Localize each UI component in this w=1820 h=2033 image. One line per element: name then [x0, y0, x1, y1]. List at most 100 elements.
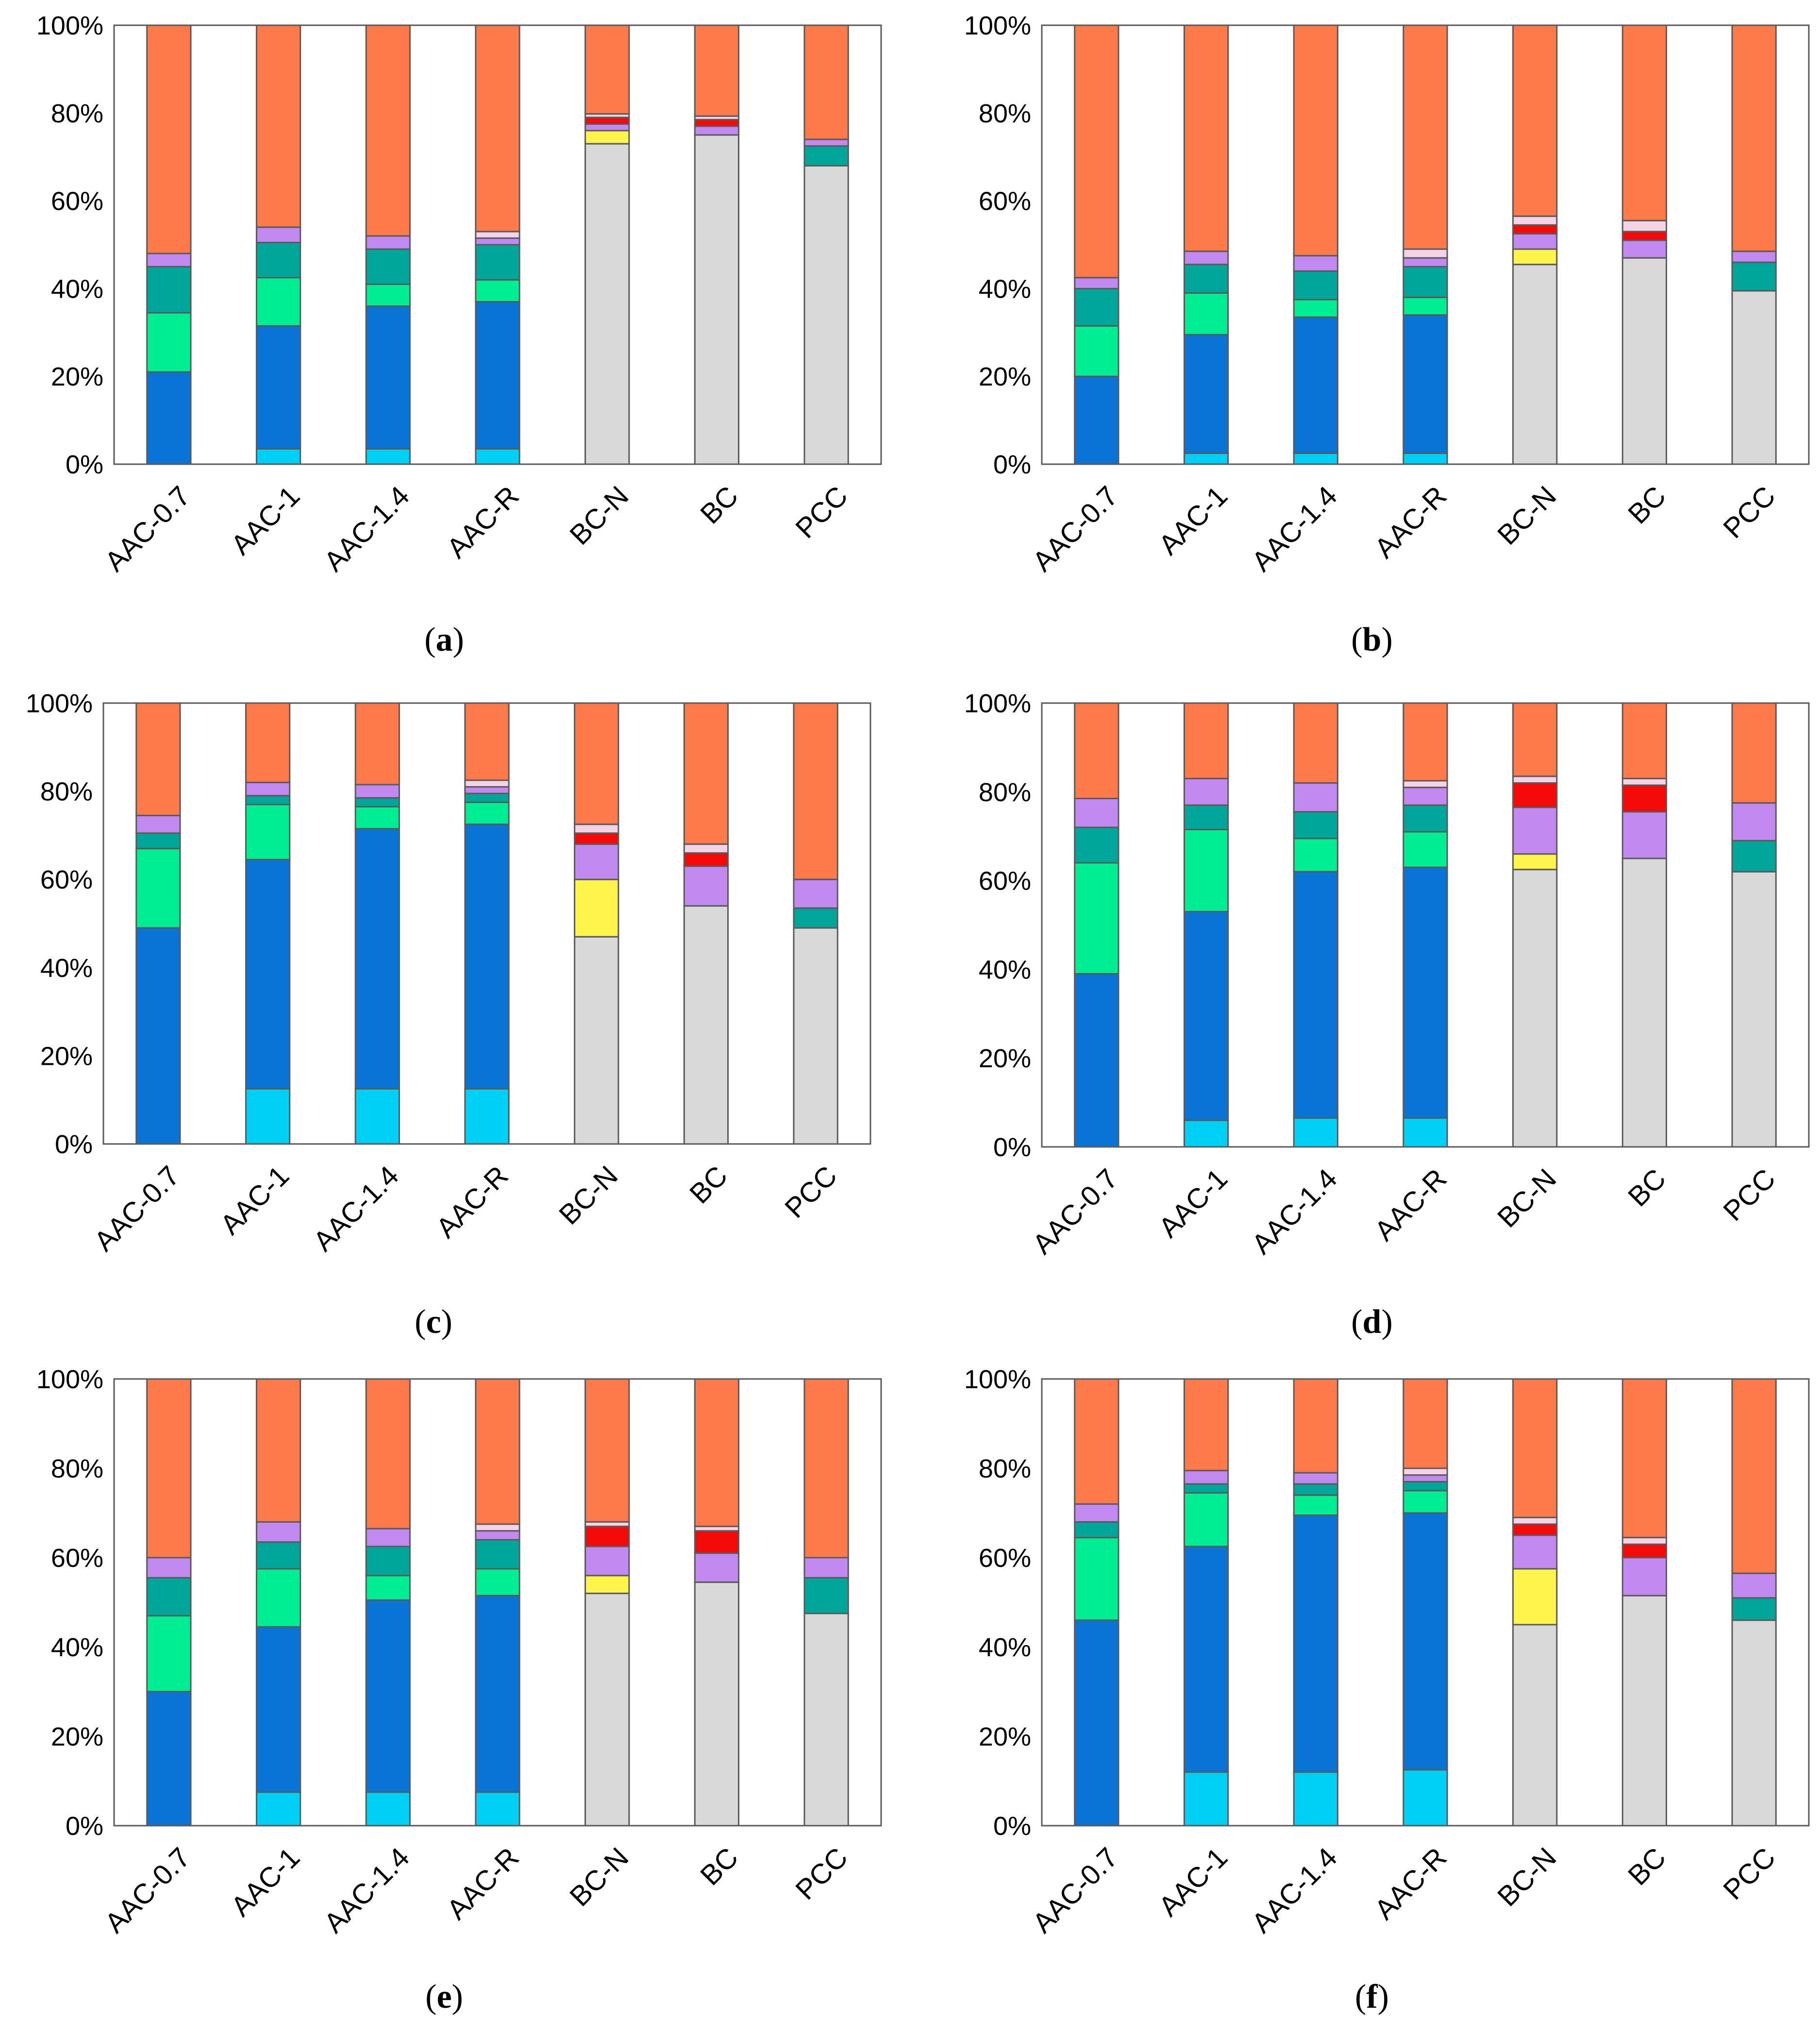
- bar-segment-orange: [803, 24, 849, 140]
- category-label: AAC-R: [430, 1160, 515, 1244]
- y-tick-label: 100%: [36, 11, 103, 40]
- y-tick-label: 40%: [979, 274, 1031, 303]
- bar-segment-red: [1621, 231, 1668, 241]
- bar-segment-cyan: [255, 448, 301, 465]
- y-tick-label: 60%: [979, 1544, 1031, 1573]
- bar-segment-purple: [146, 252, 192, 268]
- bar-segment-purple: [1183, 1470, 1229, 1485]
- bar-segment-blue: [354, 828, 400, 1090]
- bar-segment-teal: [1183, 1483, 1229, 1494]
- bar-segment-pink: [1403, 780, 1448, 789]
- category-label: PCC: [789, 1842, 854, 1906]
- chart-panel-d: 0% 20% 40% 60% 80% 100% AAC-0.7 AAC-1 AAC-1.4 AAC…: [964, 689, 1810, 1341]
- bar-segment-blue: [1183, 334, 1229, 454]
- category-label: PCC: [789, 480, 854, 545]
- bar-segment-pink: [683, 843, 729, 854]
- bar-segment-red: [574, 832, 619, 845]
- bar-segment-green: [464, 801, 510, 825]
- bar-segment-purple: [1731, 251, 1777, 263]
- bar-segment-green: [365, 1575, 411, 1601]
- bar-segment-teal: [1183, 264, 1229, 294]
- bar-segment-purple: [584, 123, 630, 132]
- y-tick-label: 40%: [51, 274, 103, 303]
- bar-segment-grey: [694, 134, 740, 465]
- bar-segment-green: [365, 283, 411, 307]
- bar-segment-teal: [464, 792, 510, 803]
- bar-segment-teal: [135, 832, 181, 850]
- bar-segment-grey: [793, 927, 838, 1145]
- bar-segment-purple: [1074, 277, 1119, 289]
- category-label: AAC-R: [1369, 1842, 1453, 1926]
- bar-segment-teal: [255, 1541, 301, 1570]
- y-tick-label: 40%: [40, 954, 93, 983]
- category-label: AAC-0.7: [99, 1842, 196, 1939]
- bar-segment-grey: [803, 165, 849, 465]
- bar-segment-purple: [1293, 782, 1338, 813]
- bar-segment-purple: [354, 784, 400, 799]
- bar-segment-teal: [1403, 266, 1448, 298]
- bar-segment-blue: [1293, 1514, 1338, 1773]
- bar-segment-orange: [1183, 1378, 1229, 1472]
- bar-segment-orange: [683, 702, 729, 845]
- bar-segment-blue: [1074, 973, 1119, 1148]
- bar-segment-teal: [1074, 826, 1119, 864]
- bar-segment-orange: [1293, 1378, 1338, 1474]
- panel-label: (b): [1351, 621, 1393, 658]
- bar-segment-purple: [803, 1557, 849, 1579]
- bar-segment-blue: [135, 927, 181, 1145]
- bar-segment-cyan: [1183, 452, 1229, 465]
- bar-segment-purple: [255, 226, 301, 243]
- bar-segment-purple: [1403, 787, 1448, 806]
- bar-segment-pink: [475, 1523, 520, 1532]
- bar-segment-teal: [803, 1577, 849, 1614]
- bar-segment-cyan: [1403, 1117, 1448, 1148]
- category-label: AAC-1.4: [318, 480, 416, 578]
- bar-segment-teal: [1074, 287, 1119, 327]
- y-tick-label: 100%: [964, 11, 1031, 40]
- category-label: BC-N: [1491, 480, 1562, 551]
- bar-segment-blue: [1074, 375, 1119, 465]
- y-tick-label: 0%: [66, 1812, 103, 1841]
- y-tick-label: 0%: [993, 450, 1031, 479]
- y-tick-label: 100%: [26, 689, 93, 718]
- y-tick-label: 60%: [979, 867, 1031, 896]
- category-label: AAC-0.7: [99, 480, 196, 578]
- y-tick-label: 0%: [66, 450, 103, 479]
- bar-segment-teal: [1293, 270, 1338, 301]
- bar-segment-orange: [255, 1378, 301, 1523]
- bar-segment-blue: [255, 1626, 301, 1793]
- y-tick-label: 20%: [51, 1722, 103, 1751]
- y-tick-label: 80%: [979, 1454, 1031, 1483]
- bar-segment-cyan: [475, 448, 520, 465]
- bar-segment-teal: [1731, 261, 1777, 292]
- category-label: BC-N: [553, 1160, 624, 1231]
- bar-segment-teal: [146, 266, 192, 314]
- bar-segment-green: [255, 1568, 301, 1628]
- bar-segment-purple: [1293, 255, 1338, 272]
- bar-segment-teal: [146, 1577, 192, 1617]
- bar-segment-orange: [475, 24, 520, 233]
- bar-segment-green: [135, 848, 181, 929]
- bar-segment-grey: [1621, 1595, 1668, 1827]
- bar-segment-yellow: [1512, 853, 1558, 871]
- y-tick-label: 60%: [40, 865, 93, 894]
- bar-segment-green: [475, 279, 520, 303]
- bar-segment-teal: [1293, 811, 1338, 840]
- bar-segment-cyan: [255, 1791, 301, 1827]
- bar-segment-purple: [1621, 811, 1668, 859]
- bar-segment-blue: [1403, 1512, 1448, 1771]
- bar-segment-pink: [1512, 215, 1558, 226]
- bar-segment-teal: [475, 244, 520, 281]
- category-label: AAC-R: [441, 480, 525, 565]
- bar-segment-cyan: [1293, 1771, 1338, 1827]
- bar-segment-orange: [1183, 702, 1229, 779]
- bar-segment-red: [694, 1530, 740, 1554]
- category-label: BC: [1622, 1163, 1672, 1213]
- panel-label: (f): [1355, 1978, 1389, 2016]
- bar-segment-blue: [1183, 911, 1229, 1121]
- bar-segment-purple: [683, 865, 729, 907]
- category-label: PCC: [779, 1160, 843, 1225]
- bar-segment-blue: [475, 301, 520, 450]
- category-label: AAC-1.4: [1246, 1163, 1343, 1260]
